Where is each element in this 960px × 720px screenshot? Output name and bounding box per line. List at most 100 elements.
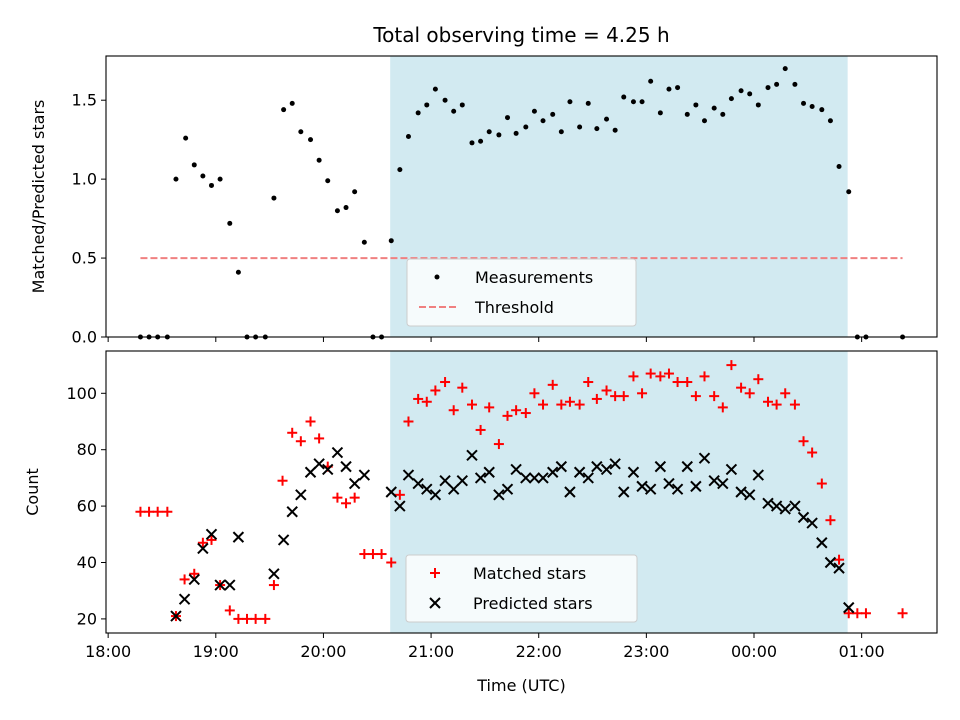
measurement-point — [792, 81, 798, 87]
predicted-stars-point — [358, 469, 371, 481]
matched-stars-point — [394, 489, 405, 500]
time-x-tick-label: 01:00 — [839, 642, 885, 661]
predicted-stars-point — [618, 486, 630, 498]
predicted-stars-point — [340, 460, 352, 473]
ratio-panel: 0.0 0.5 1.0 1.5 Total observing time = 4.25… — [29, 23, 938, 347]
matched-stars-point — [268, 580, 279, 591]
matched-stars-point — [610, 391, 621, 402]
matched-stars-point — [645, 368, 656, 379]
predicted-stars-point — [762, 497, 774, 509]
predicted-stars-point — [717, 477, 729, 490]
predicted-stars-point — [313, 458, 325, 470]
matched-stars-point — [250, 613, 261, 624]
matched-stars-point — [717, 402, 728, 413]
predicted-stars-point — [816, 537, 828, 549]
matched-stars-point — [753, 374, 764, 385]
matched-stars-point — [189, 568, 200, 579]
matched-stars-point — [206, 534, 217, 545]
predicted-stars-point — [698, 452, 711, 464]
ratio-y-axis: 0.0 0.5 1.0 1.5 — [72, 91, 106, 347]
predicted-stars-point — [609, 458, 621, 470]
predicted-stars-point — [582, 472, 594, 484]
matched-stars-point — [197, 537, 208, 548]
matched-stars-point — [663, 368, 674, 379]
count-y-tick-label: 60 — [77, 497, 97, 516]
matched-stars-point — [574, 399, 585, 410]
predicted-stars-point — [690, 480, 702, 493]
matched-stars-point — [628, 371, 639, 382]
predicted-stars-point — [591, 460, 603, 473]
count-panel: 20 40 60 80 100 18:00 19:00 20:00 21:00 22:00 23:… — [23, 350, 938, 695]
measurement-point — [405, 134, 411, 140]
matched-stars-point — [843, 608, 854, 619]
measurement-point — [827, 118, 833, 124]
predicted-stars-point — [421, 483, 433, 495]
legend-cross-marker — [429, 597, 441, 609]
predicted-stars-point — [474, 472, 487, 484]
matched-stars-point — [583, 377, 594, 388]
ratio-y-tick-label: 1.5 — [72, 91, 97, 110]
measurement-point — [397, 167, 403, 173]
matched-stars-point — [860, 608, 871, 619]
matched-stars-point — [601, 385, 612, 396]
matched-stars-point — [771, 399, 782, 410]
legend-marker-predicted-stars — [429, 597, 441, 609]
measurement-point — [271, 195, 277, 201]
matched-stars-point — [421, 396, 432, 407]
ratio-x-axis — [107, 337, 863, 342]
measurement-point — [738, 88, 744, 94]
matched-stars-point — [564, 396, 575, 407]
matched-stars-point — [242, 613, 253, 624]
matched-stars-point — [135, 506, 146, 517]
matched-stars-point — [736, 382, 747, 393]
measurement-point — [183, 135, 189, 141]
ratio-y-tick-label: 1.0 — [72, 170, 97, 189]
measurement-point — [496, 132, 502, 138]
measurement-point — [577, 124, 583, 130]
measurement-point — [765, 85, 771, 91]
measurement-point — [701, 118, 707, 124]
matched-stars-point — [287, 427, 298, 438]
measurement-point — [459, 102, 465, 108]
predicted-stars-point — [528, 472, 541, 484]
predicted-stars-point — [708, 475, 720, 487]
ratio-legend: Measurements Threshold — [406, 258, 637, 327]
measurement-point — [558, 129, 564, 135]
measurement-point — [343, 205, 349, 211]
matched-stars-point — [277, 475, 288, 486]
count-legend: Matched stars Predicted stars — [405, 554, 638, 623]
time-x-tick-label: 22:00 — [516, 642, 562, 661]
predicted-stars-point — [501, 483, 514, 495]
matched-stars-point — [475, 424, 486, 435]
measurement-point — [352, 189, 358, 195]
predicted-stars-point — [725, 463, 738, 476]
matched-stars-point — [538, 399, 549, 410]
matched-stars-point — [233, 613, 244, 624]
count-y-tick-label: 100 — [66, 384, 97, 403]
predicted-stars-point — [843, 601, 855, 614]
measurement-point — [505, 115, 511, 121]
predicted-stars-point — [663, 477, 675, 490]
measurement-point — [774, 81, 780, 87]
matched-stars-point — [413, 393, 424, 404]
time-x-axis: 18:00 19:00 20:00 21:00 22:00 23:00 00:00 01:00 — [85, 633, 885, 661]
measurement-point — [325, 178, 331, 184]
predicted-stars-point — [681, 460, 693, 473]
matched-stars-point — [295, 436, 306, 447]
predicted-stars-point — [520, 472, 532, 484]
matched-stars-point — [440, 377, 451, 388]
matched-stars-point — [448, 405, 459, 416]
predicted-stars-point — [456, 475, 469, 487]
predicted-stars-point — [214, 579, 226, 591]
matched-stars-point — [726, 360, 737, 371]
measurement-point — [289, 100, 295, 106]
measurement-point — [415, 110, 421, 116]
predicted-stars-point — [564, 486, 576, 498]
predicted-stars-point — [743, 489, 756, 501]
time-x-tick-label: 18:00 — [85, 642, 131, 661]
measurement-point — [486, 129, 492, 135]
predicted-stars-point — [295, 489, 307, 501]
time-x-tick-label: 00:00 — [731, 642, 777, 661]
predicted-stars-point — [232, 531, 245, 543]
predicted-stars-point — [600, 463, 613, 476]
